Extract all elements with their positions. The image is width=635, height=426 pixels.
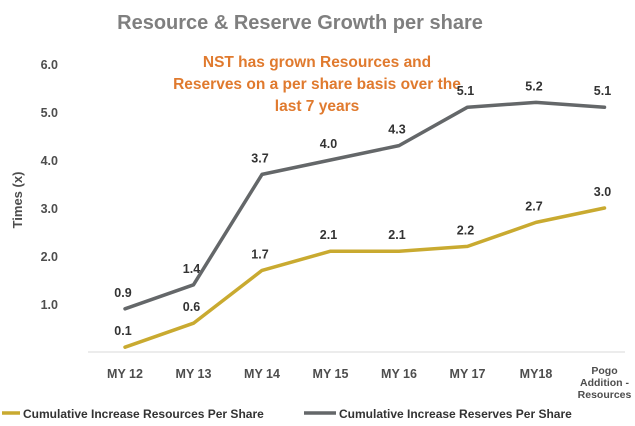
series-line — [123, 100, 607, 311]
legend-label: Cumulative Increase Reserves Per Share — [339, 407, 572, 421]
y-axis-label: Times (x) — [10, 172, 25, 229]
x-tick-label: Pogo Addition -Resources — [578, 365, 632, 401]
x-tick-label: MY 15 — [313, 367, 349, 381]
data-label: 2.2 — [457, 223, 474, 237]
chart-title: Resource & Reserve Growth per share — [117, 12, 483, 34]
data-label: 3.7 — [251, 151, 268, 165]
data-label: 2.1 — [388, 228, 405, 242]
chart-annotation: NST has grown Resources and Reserves on a… — [173, 54, 461, 115]
data-label: 0.1 — [114, 324, 131, 338]
data-label: 2.1 — [320, 228, 337, 242]
y-tick-label: 1.0 — [41, 298, 58, 312]
x-tick-label: MY18 — [520, 367, 553, 381]
data-label: 1.7 — [251, 247, 268, 261]
data-label: 5.1 — [457, 84, 474, 98]
data-label: 4.0 — [320, 137, 337, 151]
y-tick-label: 3.0 — [41, 202, 58, 216]
data-labels: 0.1 0.6 1.7 2.1 2.1 2.2 2.7 3.0 0.9 1.4 3.7 4.0 4.3 5… — [114, 79, 611, 338]
data-label: 5.1 — [594, 84, 611, 98]
x-axis-ticks: MY 12 MY 13 MY 14 MY 15 MY 16 MY 17 MY18 Pogo Ad… — [107, 365, 631, 401]
data-label: 1.4 — [183, 262, 200, 276]
data-label: 4.3 — [388, 123, 405, 137]
legend-label: Cumulative Increase Resources Per Share — [23, 407, 264, 421]
y-tick-label: 4.0 — [41, 154, 58, 168]
data-label: 0.6 — [183, 300, 200, 314]
annotation-line: last 7 years — [275, 98, 359, 115]
data-label: 3.0 — [594, 185, 611, 199]
x-tick-label: MY 16 — [381, 367, 417, 381]
annotation-line: Reserves on a per share basis over the — [173, 76, 461, 93]
x-tick-label: MY 13 — [176, 367, 212, 381]
data-label: 5.2 — [525, 79, 542, 93]
y-axis-ticks: 1.0 2.0 3.0 4.0 5.0 6.0 — [41, 58, 58, 312]
series-line — [123, 206, 607, 349]
data-label: 0.9 — [114, 286, 131, 300]
data-label: 2.7 — [525, 199, 542, 213]
x-tick-label: MY 12 — [107, 367, 143, 381]
y-tick-label: 2.0 — [41, 250, 58, 264]
y-tick-label: 5.0 — [41, 106, 58, 120]
legend: Cumulative Increase Resources Per Share C… — [2, 407, 572, 421]
annotation-line: NST has grown Resources and — [203, 54, 431, 71]
y-tick-label: 6.0 — [41, 58, 58, 72]
series-lines — [123, 100, 607, 349]
x-tick-label: MY 17 — [450, 367, 486, 381]
x-tick-label: MY 14 — [244, 367, 280, 381]
